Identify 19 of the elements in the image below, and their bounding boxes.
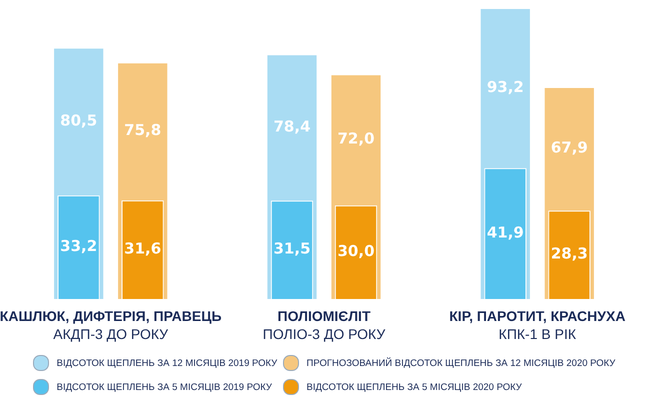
legend-label: ВІДСОТОК ЩЕПЛЕНЬ ЗА 5 МІСЯЦІВ 2019 РОКУ <box>56 382 272 392</box>
data-label: 80,5 <box>60 111 98 130</box>
legend-label: ВІДСОТОК ЩЕПЛЕНЬ ЗА 12 МІСЯЦІВ 2019 РОКУ <box>56 358 278 368</box>
data-label: 78,4 <box>273 117 311 136</box>
data-label: 67,9 <box>550 138 588 157</box>
data-label: 72,0 <box>337 130 375 148</box>
data-label: 31,5 <box>273 240 311 258</box>
data-label: 93,2 <box>486 78 524 96</box>
data-label: 28,3 <box>550 244 588 263</box>
x-tick-label: ПОЛІОМІЄЛІТ ПОЛІО-3 ДО РОКУ <box>262 308 386 342</box>
data-label: 33,2 <box>60 237 98 256</box>
data-label: 41,9 <box>486 223 524 242</box>
data-label: 75,8 <box>124 121 162 140</box>
x-tick-label: КІР, ПАРОТИТ, КРАСНУХА КПК-1 В РІК <box>449 308 626 342</box>
data-label: 30,0 <box>337 242 375 260</box>
legend-label: ПРОГНОЗОВАНИЙ ВІДСОТОК ЩЕПЛЕНЬ ЗА 12 МІСЯЦІВ 2020 РОКУ <box>306 358 616 368</box>
data-label: 31,6 <box>124 240 162 258</box>
legend-label: ВІДСОТОК ЩЕПЛЕНЬ ЗА 5 МІСЯЦІВ 2020 РОКУ <box>306 382 522 392</box>
x-tick-label: КАШЛЮК, ДИФТЕРІЯ, ПРАВЕЦЬ АКДП-3 ДО РОКУ <box>0 308 222 342</box>
